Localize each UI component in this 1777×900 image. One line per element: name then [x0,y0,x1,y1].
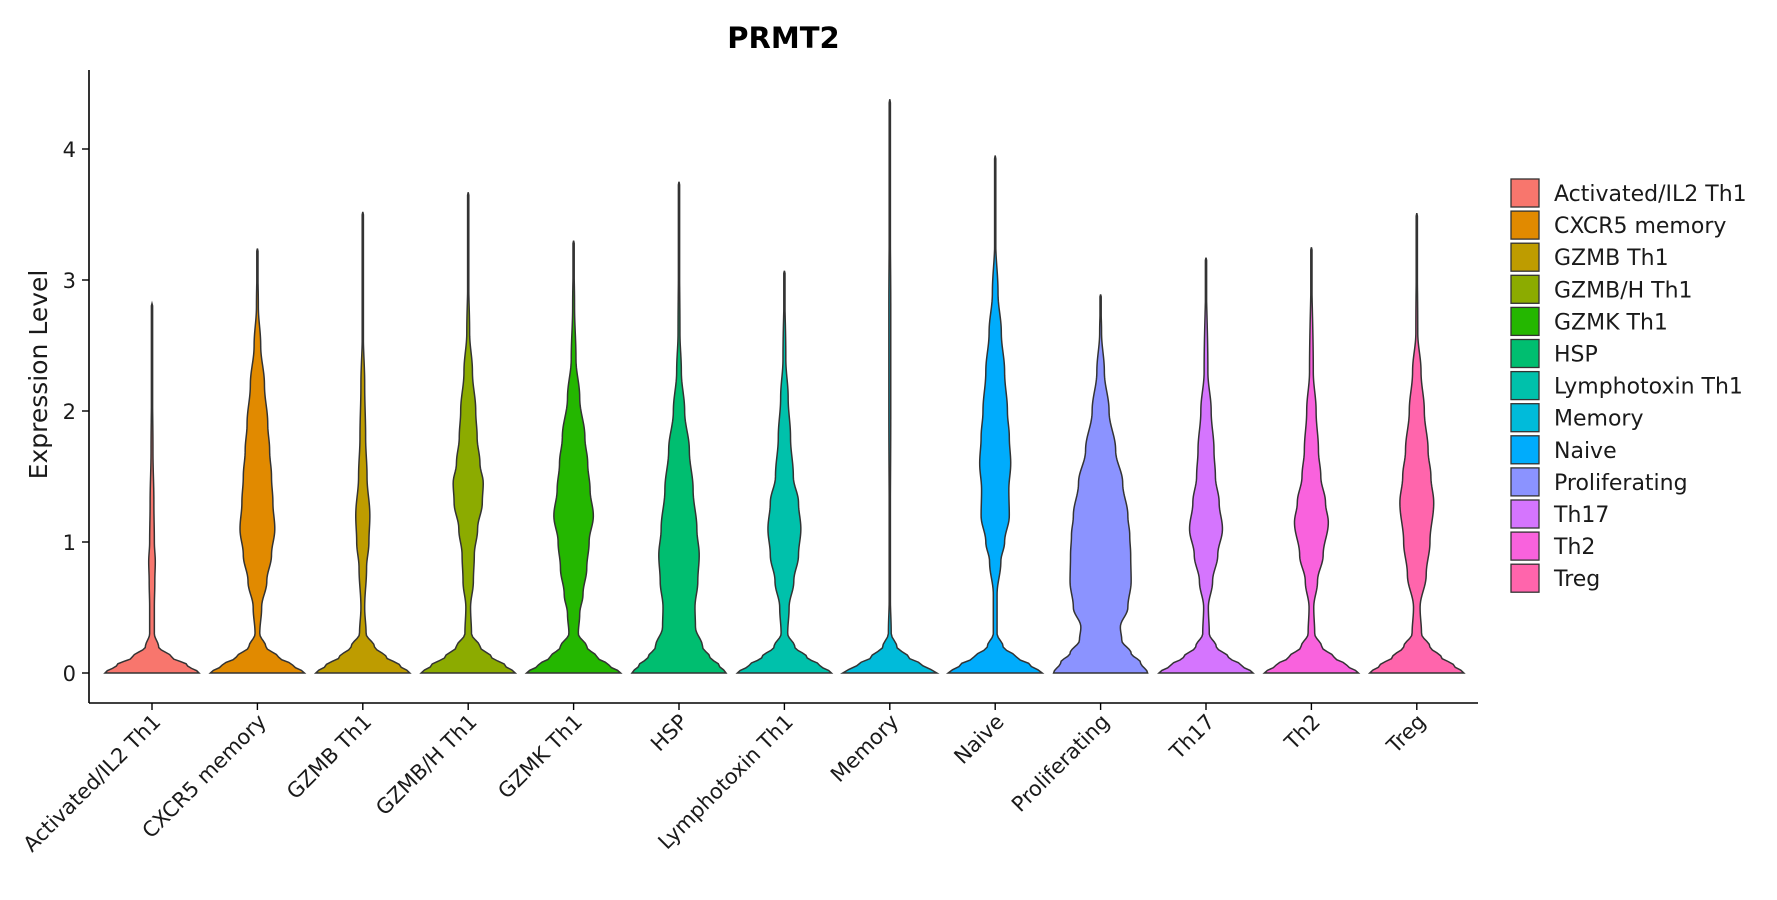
violin-cxcr5-memory [208,248,307,674]
legend: Activated/IL2 Th1 CXCR5 memory GZMB Th1 GZM… [1510,178,1747,593]
y-axis: 0 1 2 3 4 [63,70,90,703]
x-tick-label: HSP [646,710,693,757]
legend-item: Naive [1510,435,1617,465]
legend-label: GZMK Th1 [1554,310,1668,335]
legend-key [1510,563,1540,593]
legend-key [1510,178,1540,208]
y-tick-label: 2 [63,400,76,424]
legend-key [1510,370,1540,401]
legend-key [1510,338,1540,369]
legend-label: GZMB Th1 [1554,246,1669,271]
violin-gzmb-th1 [313,211,412,674]
x-tick-label: Th17 [1164,710,1219,765]
violin-gzmb-h-th1 [419,192,518,674]
x-tick-label: GZMB Th1 [282,710,376,804]
legend-label: Activated/IL2 Th1 [1554,182,1747,207]
legend-key [1510,467,1540,497]
violin-proliferating [1052,294,1149,674]
legend-label: Treg [1553,567,1600,592]
violin-treg [1367,213,1466,674]
violin-memory [840,99,940,674]
legend-key [1510,435,1540,465]
violin-gzmk-th1 [524,240,623,674]
legend-item: Th2 [1510,531,1595,561]
x-tick-label: GZMB/H Th1 [371,710,481,820]
legend-item: Memory [1510,403,1643,433]
violin-hsp [630,181,728,674]
legend-item: CXCR5 memory [1510,210,1726,240]
violin-activated-il2-th1 [103,300,201,674]
legend-key [1510,403,1540,433]
chart-title: PRMT2 [727,21,839,55]
legend-item: Th17 [1510,499,1609,529]
legend-item: GZMB Th1 [1510,242,1669,272]
legend-item: Activated/IL2 Th1 [1510,178,1747,208]
y-tick-label: 0 [63,662,76,686]
legend-label: Naive [1554,439,1617,464]
violin-th17 [1157,257,1255,674]
legend-item: Treg [1510,563,1600,593]
y-tick-label: 3 [63,269,76,293]
x-tick-label: Th2 [1279,710,1325,756]
legend-label: CXCR5 memory [1554,214,1726,239]
violin-lymphotoxin-th1 [735,270,834,674]
legend-key [1510,306,1540,337]
violin-th2 [1262,247,1361,674]
x-tick-label: Memory [826,710,903,787]
legend-item: GZMB/H Th1 [1510,274,1693,304]
legend-key [1510,242,1540,272]
legend-key [1510,531,1540,561]
legend-label: Proliferating [1554,471,1688,496]
x-tick-label: Treg [1381,710,1430,759]
legend-key [1510,274,1540,304]
legend-label: Th17 [1553,503,1609,528]
legend-label: GZMB/H Th1 [1554,278,1693,303]
y-tick-label: 4 [63,138,76,162]
violin-naive [945,155,1045,674]
y-axis-label: Expression Level [24,270,53,480]
x-tick-label: Proliferating [1007,710,1114,817]
legend-label: Lymphotoxin Th1 [1554,375,1743,400]
legend-item: HSP [1510,338,1598,369]
legend-label: HSP [1554,343,1598,368]
legend-label: Th2 [1553,535,1595,560]
legend-item: Lymphotoxin Th1 [1510,370,1743,401]
legend-key [1510,210,1540,240]
violins [103,99,1466,674]
x-tick-label: Activated/IL2 Th1 [19,710,166,857]
x-tick-label: Naive [950,710,1009,769]
y-tick-label: 1 [63,531,76,555]
legend-label: Memory [1554,407,1643,432]
x-tick-label: GZMK Th1 [493,710,587,804]
legend-key [1510,499,1540,529]
legend-item: GZMK Th1 [1510,306,1668,337]
legend-item: Proliferating [1510,467,1688,497]
